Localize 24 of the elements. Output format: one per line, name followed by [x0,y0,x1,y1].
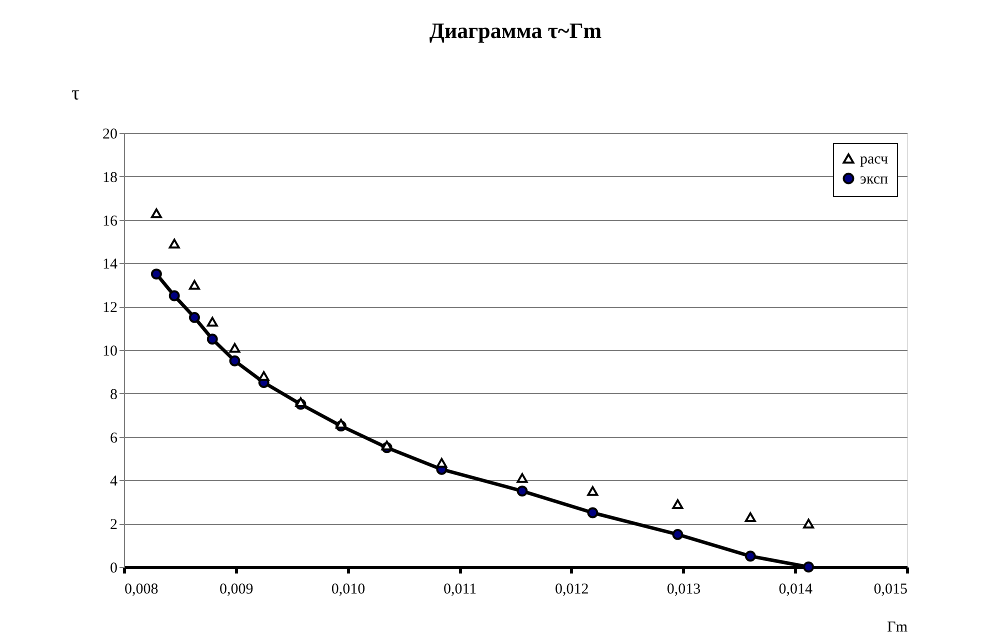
x-tick-label: 0,014 [778,582,814,598]
x-tick-label: 0,013 [666,582,701,598]
legend-label: эксп [860,172,888,188]
y-tick-label: 20 [102,126,118,142]
chart-title: Диаграмма τ~Гm [429,18,602,43]
y-axis-title: τ [71,82,80,104]
y-tick-label: 10 [102,344,118,360]
x-tick-label: 0,011 [443,582,477,598]
y-tick-label: 18 [102,170,118,186]
y-tick-label: 0 [110,560,118,576]
y-tick-label: 4 [110,474,118,490]
x-axis-title: Гm [887,620,908,636]
y-tick-label: 6 [110,430,118,446]
y-tick-label: 14 [102,256,118,273]
y-tick-label: 12 [102,300,118,316]
y-tick-label: 8 [110,386,118,403]
x-tick-label: 0,015 [874,582,908,598]
x-tick-label: 0,012 [555,582,589,598]
x-tick-label: 0,008 [124,582,158,598]
legend-label: расч [860,152,889,168]
x-tick-label: 0,010 [331,582,366,598]
x-tick-label: 0,009 [219,582,254,598]
y-tick-label: 16 [102,213,118,230]
y-tick-label: 2 [110,517,118,534]
